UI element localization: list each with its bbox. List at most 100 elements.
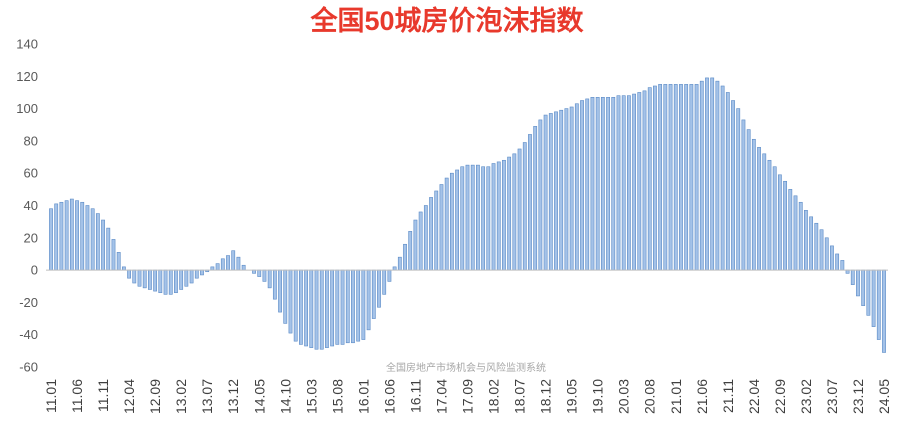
bar (377, 269, 381, 308)
bar (439, 184, 444, 271)
bar (835, 253, 840, 271)
bar (49, 208, 53, 271)
bar (673, 84, 678, 271)
bar (491, 163, 496, 271)
x-tick-label: 16.01 (355, 379, 371, 414)
bar (621, 95, 626, 271)
bar (507, 156, 512, 271)
y-tick-label: 40 (24, 198, 38, 213)
bar (413, 219, 418, 271)
y-tick-label: 20 (24, 230, 38, 245)
x-tick-label: 11.06 (69, 379, 85, 413)
y-tick-label: -20 (19, 295, 38, 310)
bar (325, 269, 329, 348)
x-tick-label: 13.12 (225, 379, 241, 414)
bar (590, 97, 595, 271)
bar (496, 161, 501, 271)
bar (777, 174, 782, 271)
bar (606, 97, 610, 271)
x-tick-label: 17.09 (460, 379, 476, 414)
bar (663, 84, 668, 271)
bar (132, 269, 137, 284)
bar (283, 269, 288, 324)
bar (163, 269, 168, 295)
x-tick-label: 14.10 (277, 379, 293, 414)
bar (298, 269, 303, 345)
y-tick-label: 140 (16, 37, 38, 52)
bar (783, 180, 787, 271)
bar (710, 77, 715, 271)
bar (80, 201, 85, 271)
x-tick-label: 18.07 (512, 379, 528, 414)
bar (148, 269, 152, 290)
bar (861, 269, 866, 306)
bar (725, 92, 730, 271)
bar (231, 250, 236, 271)
bar (804, 210, 808, 271)
bar (548, 113, 553, 271)
bar (444, 177, 449, 271)
bar (304, 269, 309, 347)
bar (220, 258, 225, 271)
bar (356, 269, 361, 342)
x-tick-label: 19.05 (564, 379, 580, 414)
x-tick-label: 12.09 (147, 379, 163, 414)
bar (684, 84, 689, 271)
y-tick-label: 120 (16, 69, 38, 84)
bar (215, 263, 220, 271)
bar (361, 269, 366, 340)
bar (772, 166, 777, 271)
bar (371, 269, 376, 319)
bar (319, 269, 324, 350)
bar (543, 114, 548, 271)
bar (288, 269, 293, 334)
bar (819, 229, 824, 271)
bar (538, 119, 543, 271)
bar (751, 138, 756, 271)
bar (59, 201, 64, 271)
bar (694, 84, 699, 271)
x-tick-label: 23.07 (824, 379, 840, 414)
bar (236, 256, 241, 271)
bar (158, 269, 163, 294)
bar (757, 147, 761, 271)
bar (476, 164, 480, 271)
bar (429, 197, 433, 271)
bar (387, 269, 392, 282)
bar (309, 269, 314, 348)
bar (340, 269, 345, 345)
bar (408, 231, 413, 271)
bar (522, 142, 527, 271)
bar (174, 269, 178, 294)
bar (142, 269, 147, 289)
bar (595, 97, 600, 271)
bar (403, 243, 407, 271)
bar (611, 97, 616, 271)
x-tick-label: 21.11 (720, 379, 736, 413)
bar (741, 119, 746, 271)
bar (278, 269, 282, 313)
bar (824, 237, 829, 271)
y-tick-label: -40 (19, 327, 38, 342)
chart-title: 全国50城房价泡沫指数 (309, 5, 584, 36)
x-tick-label: 15.03 (303, 379, 319, 414)
bar (705, 77, 709, 271)
bar (111, 239, 116, 271)
bar (814, 222, 819, 271)
bar (257, 269, 262, 277)
bar (200, 269, 204, 276)
bar (626, 95, 631, 271)
bar (720, 85, 725, 271)
bar (564, 108, 569, 271)
bar (762, 153, 767, 271)
bar (455, 169, 459, 271)
bar (871, 269, 876, 327)
bar (75, 200, 79, 271)
bar (194, 269, 199, 279)
bar (793, 195, 798, 271)
bar (85, 205, 90, 271)
bar (679, 84, 683, 271)
bar (90, 208, 95, 271)
bar (423, 205, 428, 271)
